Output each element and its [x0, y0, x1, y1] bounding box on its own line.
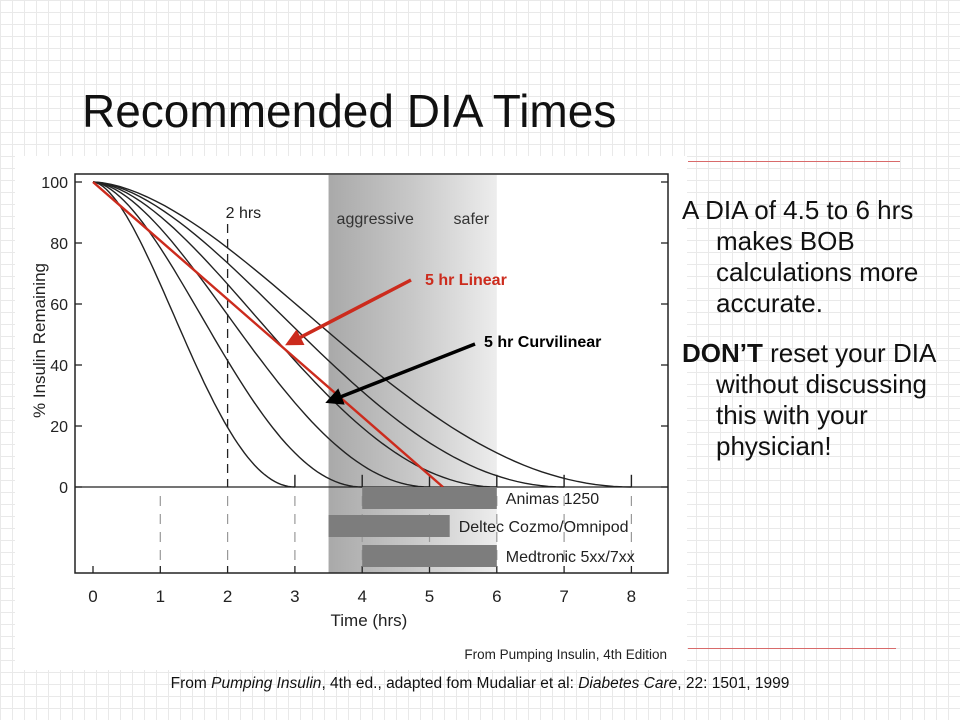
y-tick-label-4: 80 — [50, 236, 68, 253]
y-tick-label-2: 40 — [50, 358, 68, 375]
bullet-2-bold: DON’T — [682, 338, 763, 368]
chart-axes-group: 0 20 40 60 80 100 0 1 2 3 4 5 6 7 8 Time (hrs) % Insulin… — [30, 173, 669, 662]
annotation-arrow-linear — [285, 278, 412, 346]
annotation-label-linear: 5 hr Linear — [425, 272, 507, 289]
pump-bar-2 — [362, 545, 497, 567]
curve-group — [92, 181, 633, 488]
x-tick-label-6: 6 — [492, 587, 501, 606]
dia-chart: aggressive safer 0 20 40 60 80 100 0 1 2 3 4 5 6 7 8 Tim… — [30, 173, 669, 662]
y-tick-label-5: 100 — [41, 175, 68, 192]
x-tick-label-4: 4 — [357, 587, 366, 606]
bullet-1-text: A DIA of 4.5 to 6 hrs makes BOB calculat… — [682, 195, 919, 318]
page-title: Recommended DIA Times — [82, 85, 617, 137]
caption-suffix: , 22: 1501, 1999 — [677, 675, 790, 692]
x-tick-label-8: 8 — [627, 587, 636, 606]
pump-bar-1 — [328, 515, 450, 537]
y-axis-title: % Insulin Remaining — [30, 263, 49, 418]
band-label-safer: safer — [454, 211, 490, 228]
x-tick-label-5: 5 — [425, 587, 434, 606]
caption-book: Pumping Insulin — [211, 675, 322, 692]
y-tick-label-0: 0 — [59, 480, 68, 497]
bullet-list: A DIA of 4.5 to 6 hrs makes BOB calculat… — [682, 195, 952, 481]
x-tick-label-3: 3 — [290, 587, 299, 606]
pump-bar-label-2: Medtronic 5xx/7xx — [506, 549, 635, 566]
dia-band — [328, 175, 497, 573]
pump-bar-label-1: Deltec Cozmo/Omnipod — [459, 519, 629, 536]
linear-series-line — [92, 181, 444, 488]
caption-middle: , 4th ed., adapted fom Mudaliar et al: — [321, 675, 579, 692]
caption-prefix: From — [170, 675, 212, 692]
x-axis-title: Time (hrs) — [331, 611, 408, 630]
top-rule — [688, 161, 900, 162]
curve-dia-3 — [92, 181, 295, 488]
annotation-arrow-curvilinear — [325, 342, 476, 405]
pump-bar-label-0: Animas 1250 — [506, 491, 599, 508]
pump-bar-0 — [362, 487, 497, 509]
bullet-physician-warning: DON’T reset your DIA without discussing … — [682, 338, 952, 462]
bullet-dia-range: A DIA of 4.5 to 6 hrs makes BOB calculat… — [682, 195, 952, 319]
annotation-label-curvilinear: 5 hr Curvilinear — [484, 334, 601, 351]
two-hr-marker-label: 2 hrs — [226, 205, 262, 222]
x-tick-label-1: 1 — [156, 587, 165, 606]
plot-frame — [74, 173, 669, 574]
curve-dia-6 — [92, 181, 497, 488]
x-tick-label-7: 7 — [559, 587, 568, 606]
dia-band-group: aggressive safer — [328, 175, 497, 573]
y-tick-label-1: 20 — [50, 419, 68, 436]
chart-label-group: 5 hr Linear 5 hr Curvilinear — [285, 272, 601, 405]
bullet-2-text: reset your DIA without discussing this w… — [716, 338, 935, 461]
source-caption: From Pumping Insulin, 4th ed., adapted f… — [0, 675, 960, 693]
curve-dia-8 — [92, 181, 632, 488]
curve-dia-7 — [92, 181, 565, 488]
dia-chart-panel: aggressive safer 0 20 40 60 80 100 0 1 2 3 4 5 6 7 8 Tim… — [15, 156, 687, 670]
curve-dia-5 — [92, 181, 430, 488]
band-label-aggressive: aggressive — [337, 211, 414, 228]
x-tick-label-0: 0 — [88, 587, 97, 606]
x-tick-label-2: 2 — [223, 587, 232, 606]
pump-bar-group: Animas 1250 Deltec Cozmo/Omnipod Medtronic… — [328, 487, 635, 567]
y-tick-label-3: 60 — [50, 297, 68, 314]
figure-credit: From Pumping Insulin, 4th Edition — [464, 647, 667, 662]
curve-dia-4 — [92, 181, 363, 488]
bottom-rule — [688, 648, 896, 649]
caption-journal: Diabetes Care — [578, 675, 678, 692]
